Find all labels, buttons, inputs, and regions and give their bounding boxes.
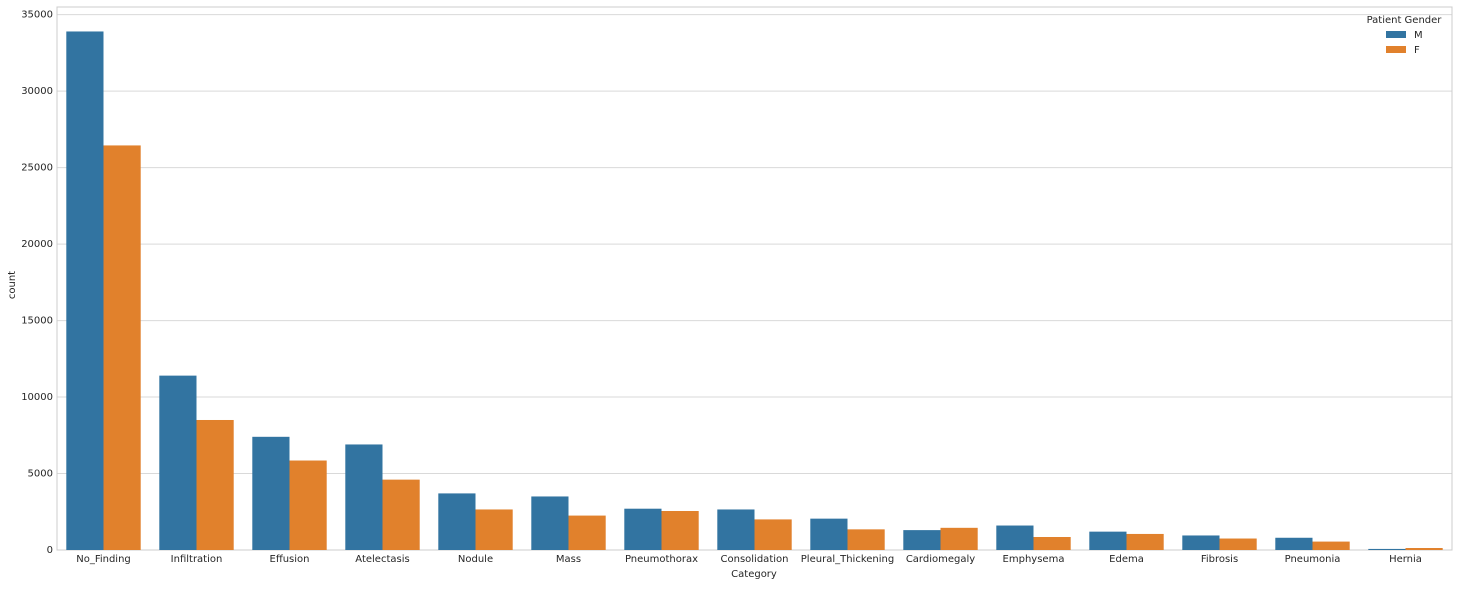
x-tick-label: Fibrosis [1201,554,1238,565]
bar [531,496,569,550]
bar [1312,541,1350,550]
bar [1368,548,1406,550]
bar [810,518,848,550]
bar [1089,531,1127,550]
bar [903,530,941,550]
bar [103,145,141,550]
x-tick-label: Effusion [270,554,310,565]
x-tick-label: Pneumothorax [625,554,698,565]
bar [717,509,755,550]
y-tick-label: 25000 [21,163,53,174]
bar [345,444,383,550]
y-axis-label: count [7,271,18,299]
bar [196,419,234,550]
bar [1405,548,1443,550]
x-tick-label: Consolidation [721,554,789,565]
y-tick-label: 10000 [21,392,53,403]
x-tick-label: Pleural_Thickening [801,554,894,565]
bar [382,479,420,550]
x-tick-label: Atelectasis [355,554,409,565]
bar [289,460,327,550]
y-tick-label: 35000 [21,10,53,21]
bar [1182,535,1220,550]
legend-label: M [1414,30,1423,41]
bar [1219,538,1257,550]
bar [66,31,104,550]
bar [438,493,476,550]
bar [568,515,606,550]
x-tick-label: Emphysema [1003,554,1065,565]
x-tick-label: Infiltration [171,554,223,565]
legend-swatch [1386,31,1406,38]
bar [475,509,513,550]
x-tick-label: Edema [1109,554,1144,565]
y-tick-label: 15000 [21,316,53,327]
x-tick-label: No_Finding [76,554,131,565]
bar [159,375,197,550]
x-tick-label: Pneumonia [1285,554,1341,565]
bar [624,508,662,550]
y-tick-label: 5000 [28,469,53,480]
y-tick-label: 20000 [21,239,53,250]
bar [1126,533,1164,550]
legend-swatch [1386,46,1406,53]
x-tick-label: Mass [556,554,581,565]
legend-label: F [1414,45,1420,56]
bar [940,527,978,550]
bar [754,519,792,550]
x-axis-label: Category [731,569,777,580]
bar [1033,536,1071,550]
bar [1275,537,1313,550]
x-tick-label: Cardiomegaly [906,554,975,565]
bar [996,525,1034,550]
x-tick-label: Nodule [458,554,493,565]
y-tick-label: 30000 [21,86,53,97]
y-tick-label: 0 [47,545,53,556]
bar [847,529,885,550]
bar [252,436,290,550]
legend-title: Patient Gender [1367,15,1443,26]
bar [661,510,699,550]
x-tick-label: Hernia [1389,554,1422,565]
